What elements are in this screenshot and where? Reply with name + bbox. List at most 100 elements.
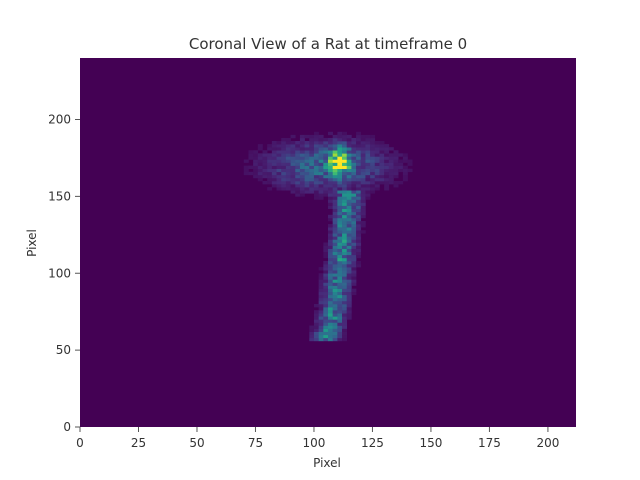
heatmap-cell <box>346 224 352 228</box>
heatmap-cell <box>267 174 273 179</box>
heatmap-cell <box>342 239 348 243</box>
heatmap-cell <box>332 205 338 209</box>
heatmap-cell <box>313 319 319 323</box>
heatmap-cell <box>328 190 333 194</box>
heatmap-cell <box>323 267 329 271</box>
heatmap-cell <box>257 144 263 148</box>
heatmap-cell <box>323 334 329 339</box>
heatmap-cell <box>295 156 301 160</box>
heatmap-cell <box>356 227 362 231</box>
heatmap-cell <box>342 208 348 213</box>
y-tick-label: 150 <box>48 189 71 203</box>
heatmap-cell <box>323 162 329 166</box>
heatmap-cell <box>248 150 254 154</box>
heatmap-cell <box>346 288 352 293</box>
heatmap-cell <box>393 174 399 179</box>
heatmap-cell <box>323 279 329 283</box>
heatmap-cell <box>262 168 268 173</box>
heatmap-cell <box>281 174 287 179</box>
heatmap-cell <box>351 196 357 200</box>
heatmap-cell <box>356 224 362 228</box>
heatmap-cell <box>351 187 357 191</box>
heatmap-cell <box>253 156 259 160</box>
heatmap-cell <box>328 334 333 339</box>
heatmap-cell <box>309 325 315 329</box>
heatmap-cell <box>323 168 329 173</box>
heatmap-cell <box>295 147 301 151</box>
heatmap-cell <box>370 184 376 188</box>
heatmap-cell <box>332 331 338 336</box>
heatmap-cell <box>290 187 296 191</box>
heatmap-cell <box>356 248 362 253</box>
heatmap-cell <box>384 150 390 154</box>
heatmap-cell <box>328 199 333 203</box>
heatmap-cell <box>248 156 254 160</box>
heatmap-cell <box>295 190 301 194</box>
heatmap-cell <box>332 141 338 145</box>
heatmap-cell <box>398 165 404 169</box>
heatmap-cell <box>332 150 338 154</box>
heatmap-cell <box>342 300 348 305</box>
heatmap-cell <box>332 245 338 249</box>
heatmap-cell <box>342 159 348 163</box>
heatmap-cell <box>313 171 319 176</box>
heatmap-cell <box>374 171 380 176</box>
heatmap-cell <box>346 187 352 191</box>
x-tick-label: 100 <box>303 436 326 450</box>
heatmap-cell <box>342 297 348 302</box>
heatmap-cell <box>323 174 329 179</box>
heatmap-cell <box>332 273 338 277</box>
heatmap-cell <box>267 144 273 148</box>
heatmap-cell <box>309 147 315 151</box>
heatmap-cell <box>388 171 394 176</box>
heatmap-cell <box>313 331 319 336</box>
heatmap-cell <box>360 153 366 157</box>
heatmap-cell <box>328 150 333 154</box>
heatmap-cell <box>342 171 348 176</box>
heatmap-cell <box>356 165 362 169</box>
heatmap-cell <box>253 150 259 154</box>
heatmap-cell <box>393 184 399 188</box>
heatmap-cell <box>337 313 343 317</box>
heatmap-cell <box>276 165 282 169</box>
heatmap-cell <box>285 159 291 163</box>
heatmap-cell <box>290 156 296 160</box>
heatmap-cell <box>365 168 371 173</box>
heatmap-cell <box>328 239 333 243</box>
heatmap-cell <box>337 310 343 314</box>
heatmap-cell <box>299 190 305 194</box>
heatmap-cell <box>295 153 301 157</box>
heatmap-cell <box>262 150 268 154</box>
heatmap-cell <box>332 174 338 179</box>
heatmap-cell <box>332 313 338 317</box>
heatmap-cell <box>337 288 343 293</box>
heatmap-cell <box>384 174 390 179</box>
heatmap-cell <box>285 137 291 142</box>
heatmap-cell <box>295 181 301 185</box>
heatmap-cell <box>342 141 348 145</box>
heatmap-cell <box>328 156 333 160</box>
heatmap-cell <box>267 181 273 185</box>
heatmap-cell <box>356 220 362 225</box>
chart-title: Coronal View of a Rat at timeframe 0 <box>189 35 467 53</box>
heatmap-cell <box>313 322 319 326</box>
heatmap-cell <box>398 153 404 157</box>
heatmap-cell <box>370 174 376 179</box>
heatmap-cell <box>393 159 399 163</box>
heatmap-cell <box>323 310 329 314</box>
heatmap-cell <box>309 337 315 342</box>
heatmap-cell <box>318 150 324 154</box>
heatmap-cell <box>384 147 390 151</box>
heatmap-cell <box>342 270 348 274</box>
heatmap-cell <box>360 196 366 200</box>
heatmap-cell <box>253 162 259 166</box>
heatmap-cell <box>309 150 315 154</box>
heatmap-cell <box>365 156 371 160</box>
heatmap-cell <box>346 156 352 160</box>
heatmap-cell <box>285 174 291 179</box>
heatmap-cell <box>388 159 394 163</box>
heatmap-cell <box>281 165 287 169</box>
heatmap-cell <box>295 177 301 182</box>
heatmap-cell <box>346 233 352 237</box>
heatmap-cell <box>342 224 348 228</box>
